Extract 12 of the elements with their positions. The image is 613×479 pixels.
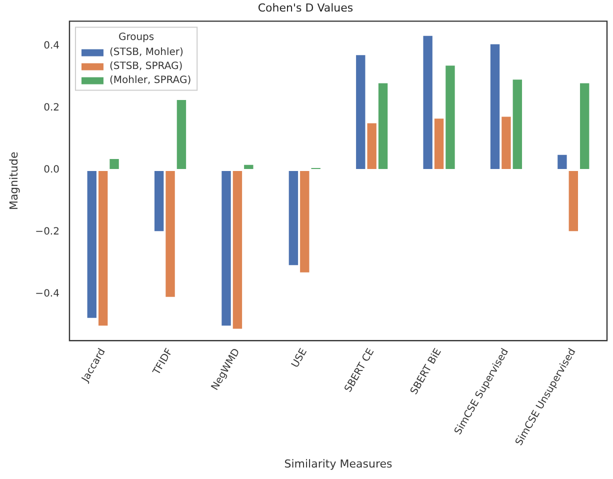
y-tick-label: 0.2 [44, 102, 60, 114]
y-tick-label: −0.4 [35, 288, 60, 300]
y-tick-label: 0.4 [44, 40, 60, 52]
y-tick-label: 0.0 [44, 164, 60, 176]
x-axis-title: Similarity Measures [284, 457, 392, 470]
legend-label: (STSB, Mohler) [109, 46, 184, 58]
y-axis-title: Magnitude [7, 152, 20, 210]
legend-title: Groups [118, 32, 154, 43]
y-tick-label: −0.2 [35, 226, 60, 238]
chart-title: Cohen's D Values [258, 1, 354, 14]
legend-label: (STSB, SPRAG) [109, 60, 183, 72]
legend-label: (Mohler, SPRAG) [109, 74, 192, 86]
